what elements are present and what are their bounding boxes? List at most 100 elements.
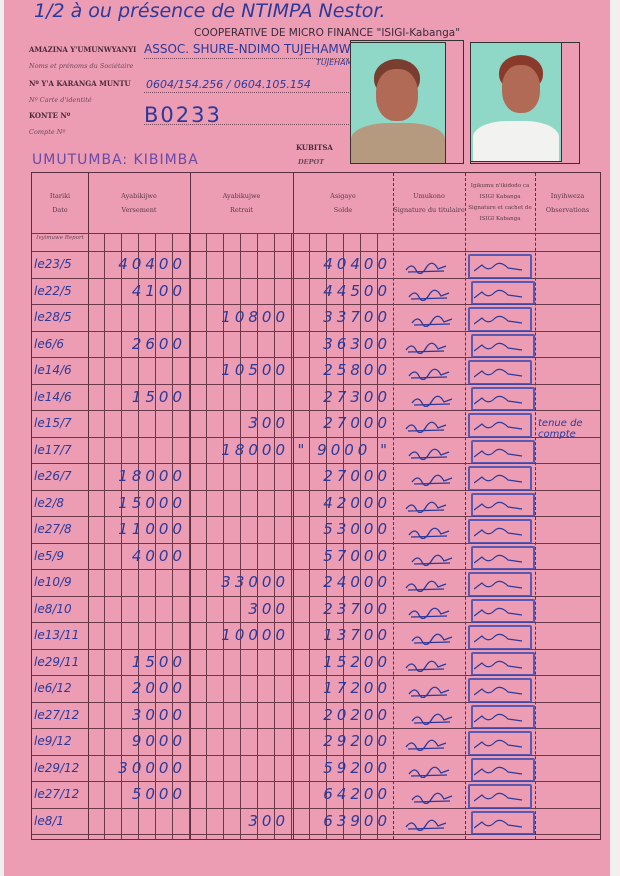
row-solde: 15200 — [323, 652, 391, 671]
row-solde: 53000 — [323, 520, 391, 538]
row-versement: 5000 — [131, 785, 186, 803]
row-solde: 59200 — [323, 758, 391, 777]
row-date: le8/10 — [34, 601, 72, 616]
header-solde: Asigaye Solde — [293, 173, 393, 234]
row-date: le14/6 — [34, 363, 72, 377]
row-retrait: 18000 — [221, 440, 289, 459]
signature-titulaire — [404, 816, 448, 831]
row-solde: 36300 — [323, 334, 391, 353]
row-line — [32, 463, 600, 464]
isigi-stamp — [471, 757, 535, 782]
row-versement: 15000 — [118, 493, 186, 512]
isigi-stamp — [471, 651, 535, 676]
row-versement: 2000 — [131, 679, 186, 697]
row-versement: 18000 — [118, 467, 186, 485]
isigi-signature — [473, 657, 523, 669]
row-versement: 30000 — [118, 758, 186, 777]
member-name: ASSOC. SHURE-NDIMO TUJEHAMWE — [144, 42, 359, 56]
row-date: le28/5 — [34, 310, 72, 324]
row-date: le6/6 — [34, 336, 65, 351]
isigi-stamp — [468, 625, 532, 650]
id-sublabel: Nº Carte d'identité — [29, 96, 92, 104]
isigi-stamp — [468, 519, 532, 544]
row-solde: 27000 — [323, 467, 391, 485]
row-line — [32, 516, 600, 517]
name-sublabel: Noms et prénoms du Sociétaire — [29, 62, 134, 70]
isigi-signature — [473, 524, 523, 537]
isigi-signature — [473, 630, 523, 643]
isigi-stamp — [471, 810, 535, 835]
row-solde: 57000 — [323, 546, 391, 565]
isigi-signature — [473, 445, 523, 457]
isigi-signature — [473, 365, 523, 378]
signature-titulaire — [410, 551, 454, 566]
header-versement: Ayabikijwe Versement — [88, 173, 190, 234]
row-date: le6/12 — [34, 681, 72, 695]
row-versement: 1500 — [131, 387, 186, 406]
row-line — [32, 277, 600, 279]
institution-title: COOPERATIVE DE MICRO FINANCE "ISIGI-Kaba… — [194, 27, 461, 39]
row-retrait: 300 — [248, 599, 289, 618]
isigi-stamp — [471, 704, 535, 729]
isigi-stamp — [468, 572, 532, 597]
signature-titulaire — [407, 286, 451, 301]
row-solde: 40400 — [323, 255, 391, 273]
isigi-signature — [473, 339, 523, 351]
id-label: Nº Y'A KARANGA MUNTU — [29, 79, 131, 88]
row-date: le5/9 — [34, 548, 65, 563]
signature-titulaire — [410, 312, 454, 328]
row-versement: 1500 — [131, 652, 186, 671]
row-date: le10/9 — [34, 575, 72, 589]
isigi-signature — [473, 286, 523, 298]
row-solde: 42000 — [323, 493, 391, 512]
signature-titulaire — [407, 365, 451, 381]
header-observations: Inyihweza Observations — [535, 173, 600, 234]
deposit-label: KUBITSA — [296, 143, 333, 152]
row-line — [32, 436, 600, 438]
row-solde: 63900 — [323, 811, 391, 830]
row-line — [32, 233, 600, 234]
row-retrait: 300 — [248, 414, 289, 432]
row-retrait: 10000 — [221, 626, 289, 644]
report-label: Ivyimuwe Report — [36, 235, 84, 241]
signature-titulaire — [404, 339, 448, 354]
row-versement: 4100 — [131, 281, 186, 300]
row-line — [32, 542, 600, 544]
row-line — [32, 701, 600, 703]
row-line — [32, 648, 600, 650]
row-retrait: 300 — [248, 811, 289, 830]
isigi-stamp — [471, 598, 535, 623]
row-versement: 2600 — [131, 334, 186, 353]
member-photo-1 — [350, 42, 446, 164]
isigi-stamp — [468, 678, 532, 703]
signature-titulaire — [404, 577, 448, 593]
row-line — [32, 410, 600, 411]
handwritten-annotation: 1/2 à ou présence de NTIMPA Nestor. — [34, 0, 386, 22]
row-date: le29/12 — [34, 760, 80, 775]
isigi-signature — [473, 498, 523, 510]
row-solde: " 9000 " — [297, 440, 391, 459]
transactions-table: Itariki Date Ayabikijwe Versement Ayabikuj… — [31, 172, 601, 840]
isigi-stamp — [468, 784, 532, 809]
row-date: le13/11 — [34, 628, 80, 642]
signature-titulaire — [404, 498, 448, 513]
row-solde: 44500 — [323, 281, 391, 300]
deposit-sublabel: DEPOT — [298, 158, 324, 166]
row-solde: 24000 — [323, 573, 391, 591]
row-line — [32, 489, 600, 491]
row-date: le15/7 — [34, 416, 72, 430]
isigi-stamp — [471, 386, 535, 411]
header-signature-isigi: Igikumu n'ikidodo ca ISIGI Kabanga Signat… — [465, 173, 535, 234]
row-line — [32, 569, 600, 570]
location: UMUTUMBA: KIBIMBA — [32, 152, 199, 168]
isigi-stamp — [471, 439, 535, 464]
isigi-signature — [473, 789, 523, 802]
row-line — [32, 330, 600, 332]
signature-titulaire — [410, 789, 454, 805]
isigi-signature — [473, 418, 523, 431]
signature-titulaire — [407, 604, 451, 619]
row-solde: 20200 — [323, 705, 391, 724]
row-line — [32, 304, 600, 305]
isigi-signature — [473, 710, 523, 722]
row-date: le27/12 — [34, 707, 80, 722]
